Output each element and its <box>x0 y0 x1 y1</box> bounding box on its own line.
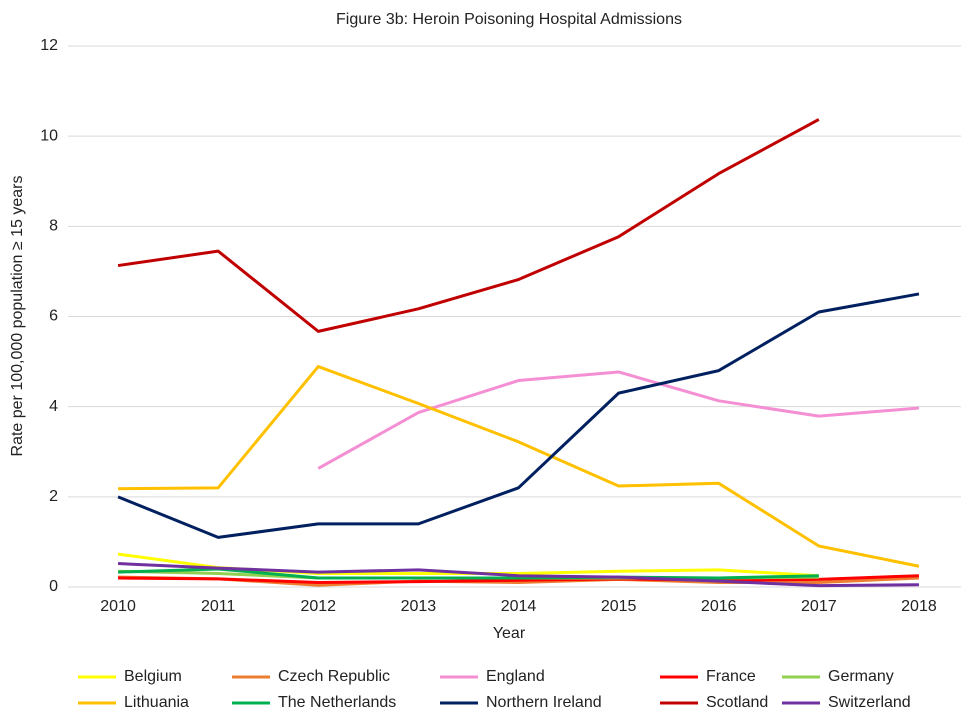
legend-label: Czech Republic <box>278 668 390 685</box>
legend-label: Scotland <box>706 694 768 711</box>
legend-label: Lithuania <box>124 694 189 711</box>
legend-label: Germany <box>828 668 894 685</box>
legend-label: Switzerland <box>828 694 911 711</box>
y-tick-label: 12 <box>40 37 58 54</box>
series-line <box>118 567 819 580</box>
series-line <box>117 562 919 588</box>
chart-title: Figure 3b: Heroin Poisoning Hospital Adm… <box>336 11 682 28</box>
legend-label: Belgium <box>124 668 182 685</box>
x-tick-label: 2014 <box>501 598 537 615</box>
y-tick-label: 10 <box>40 127 58 144</box>
x-tick-label: 2015 <box>601 598 637 615</box>
x-tick-label: 2010 <box>100 598 136 615</box>
x-tick-label: 2016 <box>701 598 737 615</box>
legend-label: England <box>486 668 545 685</box>
legend-label: Northern Ireland <box>486 694 602 711</box>
legend-label: France <box>706 668 756 685</box>
series-line <box>117 118 820 333</box>
x-tick-label: 2018 <box>901 598 937 615</box>
y-tick-label: 8 <box>49 218 58 235</box>
x-axis-title: Year <box>493 625 526 642</box>
y-tick-label: 6 <box>49 308 58 325</box>
y-axis-title: Rate per 100,000 population ≥ 15 years <box>9 176 26 457</box>
legend-label: The Netherlands <box>278 694 396 711</box>
series-line <box>117 292 920 539</box>
x-tick-label: 2013 <box>401 598 437 615</box>
series-line <box>118 574 919 584</box>
x-tick-label: 2011 <box>201 598 236 615</box>
y-tick-label: 4 <box>49 398 58 415</box>
y-tick-label: 0 <box>49 578 58 595</box>
series-line <box>317 370 920 470</box>
series-line <box>118 365 920 568</box>
y-tick-label: 2 <box>49 488 58 505</box>
x-tick-label: 2017 <box>801 598 837 615</box>
x-tick-label: 2012 <box>300 598 336 615</box>
